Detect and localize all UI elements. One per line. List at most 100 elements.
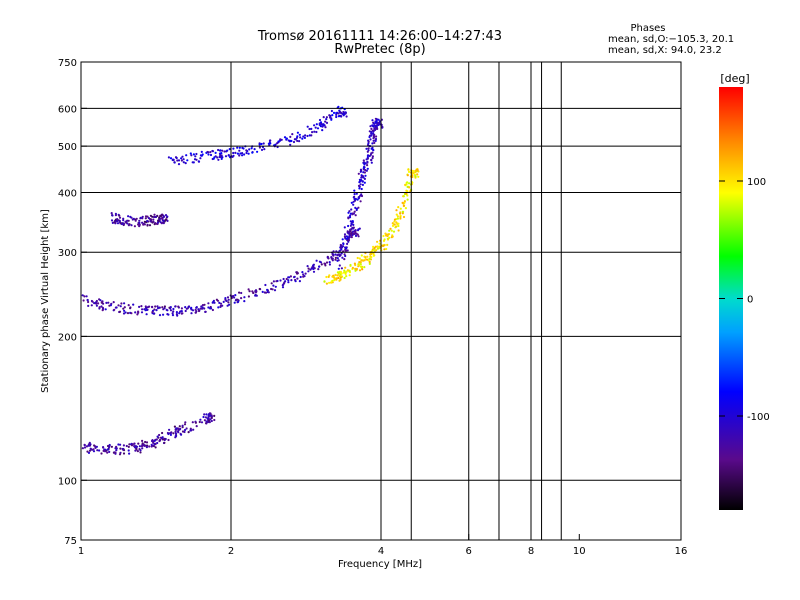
- data-point: [279, 139, 282, 142]
- data-point: [187, 431, 190, 434]
- data-point: [386, 233, 390, 236]
- data-point: [405, 189, 408, 192]
- data-point: [313, 130, 316, 133]
- data-point: [344, 271, 347, 274]
- data-point: [222, 300, 225, 303]
- data-point: [375, 135, 378, 138]
- data-point: [343, 233, 347, 236]
- data-point: [181, 155, 184, 158]
- data-point: [376, 245, 379, 248]
- data-point: [133, 442, 136, 445]
- data-point: [183, 430, 186, 434]
- data-point: [161, 431, 164, 435]
- data-point: [148, 445, 151, 448]
- data-point: [363, 171, 366, 174]
- data-point: [127, 304, 130, 307]
- data-point: [296, 139, 299, 142]
- data-point: [343, 253, 346, 256]
- data-point: [289, 275, 292, 278]
- data-point: [335, 113, 338, 116]
- data-point: [399, 212, 402, 215]
- data-point: [416, 173, 419, 176]
- data-point: [200, 421, 204, 424]
- data-point: [296, 277, 299, 280]
- data-point: [90, 304, 93, 307]
- data-point: [267, 291, 270, 294]
- data-point: [313, 267, 316, 270]
- data-point: [372, 254, 375, 257]
- data-point: [395, 209, 398, 212]
- data-point: [330, 109, 333, 113]
- data-point: [364, 174, 367, 177]
- data-point: [161, 213, 164, 216]
- data-point: [348, 236, 351, 239]
- data-point: [117, 304, 120, 307]
- data-point: [145, 441, 149, 444]
- data-point: [204, 416, 207, 419]
- data-point: [404, 183, 407, 186]
- data-point: [339, 249, 342, 252]
- data-point: [325, 261, 329, 264]
- data-point: [344, 249, 347, 252]
- data-point: [285, 277, 288, 281]
- data-point: [235, 298, 238, 301]
- data-point: [334, 256, 337, 259]
- x-axis-label: Frequency [MHz]: [338, 559, 422, 570]
- data-point: [298, 133, 301, 136]
- x-tick-label: 10: [573, 546, 586, 557]
- data-point: [358, 269, 362, 272]
- x-axis-ticks: 1 2 4 6 8 10 16: [78, 534, 687, 557]
- data-point: [344, 266, 347, 269]
- data-point: [122, 312, 126, 315]
- data-point: [95, 304, 98, 307]
- data-point: [110, 212, 113, 215]
- data-point: [152, 444, 155, 447]
- data-point: [195, 306, 198, 309]
- data-points: [81, 105, 420, 456]
- data-point: [251, 151, 254, 154]
- data-point: [116, 219, 119, 222]
- data-point: [371, 156, 374, 160]
- data-point: [292, 140, 296, 144]
- data-point: [340, 115, 343, 118]
- data-point: [220, 157, 223, 160]
- data-point: [220, 152, 223, 155]
- data-point: [366, 164, 369, 167]
- data-point: [335, 277, 338, 280]
- data-point: [135, 217, 138, 220]
- grid-lines: [81, 62, 681, 540]
- data-point: [87, 300, 90, 304]
- data-point: [270, 282, 273, 285]
- data-point: [213, 418, 216, 422]
- data-point: [306, 134, 309, 138]
- data-point: [247, 152, 250, 155]
- data-point: [133, 225, 136, 228]
- data-point: [154, 305, 157, 308]
- data-point: [178, 312, 181, 315]
- data-point: [402, 204, 406, 207]
- data-point: [335, 111, 338, 114]
- data-point: [287, 281, 290, 284]
- data-point: [179, 432, 182, 435]
- data-point: [116, 218, 119, 221]
- data-point: [311, 131, 314, 134]
- data-point: [393, 220, 396, 223]
- data-point: [382, 244, 385, 247]
- data-point: [306, 265, 309, 268]
- data-point: [233, 296, 236, 299]
- data-point: [123, 306, 126, 309]
- x-tick-label: 4: [378, 546, 384, 557]
- data-point: [377, 247, 380, 250]
- data-point: [156, 305, 159, 308]
- data-point: [416, 168, 419, 171]
- data-point: [211, 308, 214, 312]
- data-point: [93, 444, 96, 447]
- data-point: [304, 134, 307, 137]
- data-point: [236, 146, 239, 149]
- data-point: [108, 444, 111, 447]
- data-point: [260, 148, 264, 151]
- data-point: [172, 307, 175, 311]
- data-point: [127, 219, 130, 222]
- data-point: [135, 445, 139, 448]
- data-point: [404, 207, 407, 210]
